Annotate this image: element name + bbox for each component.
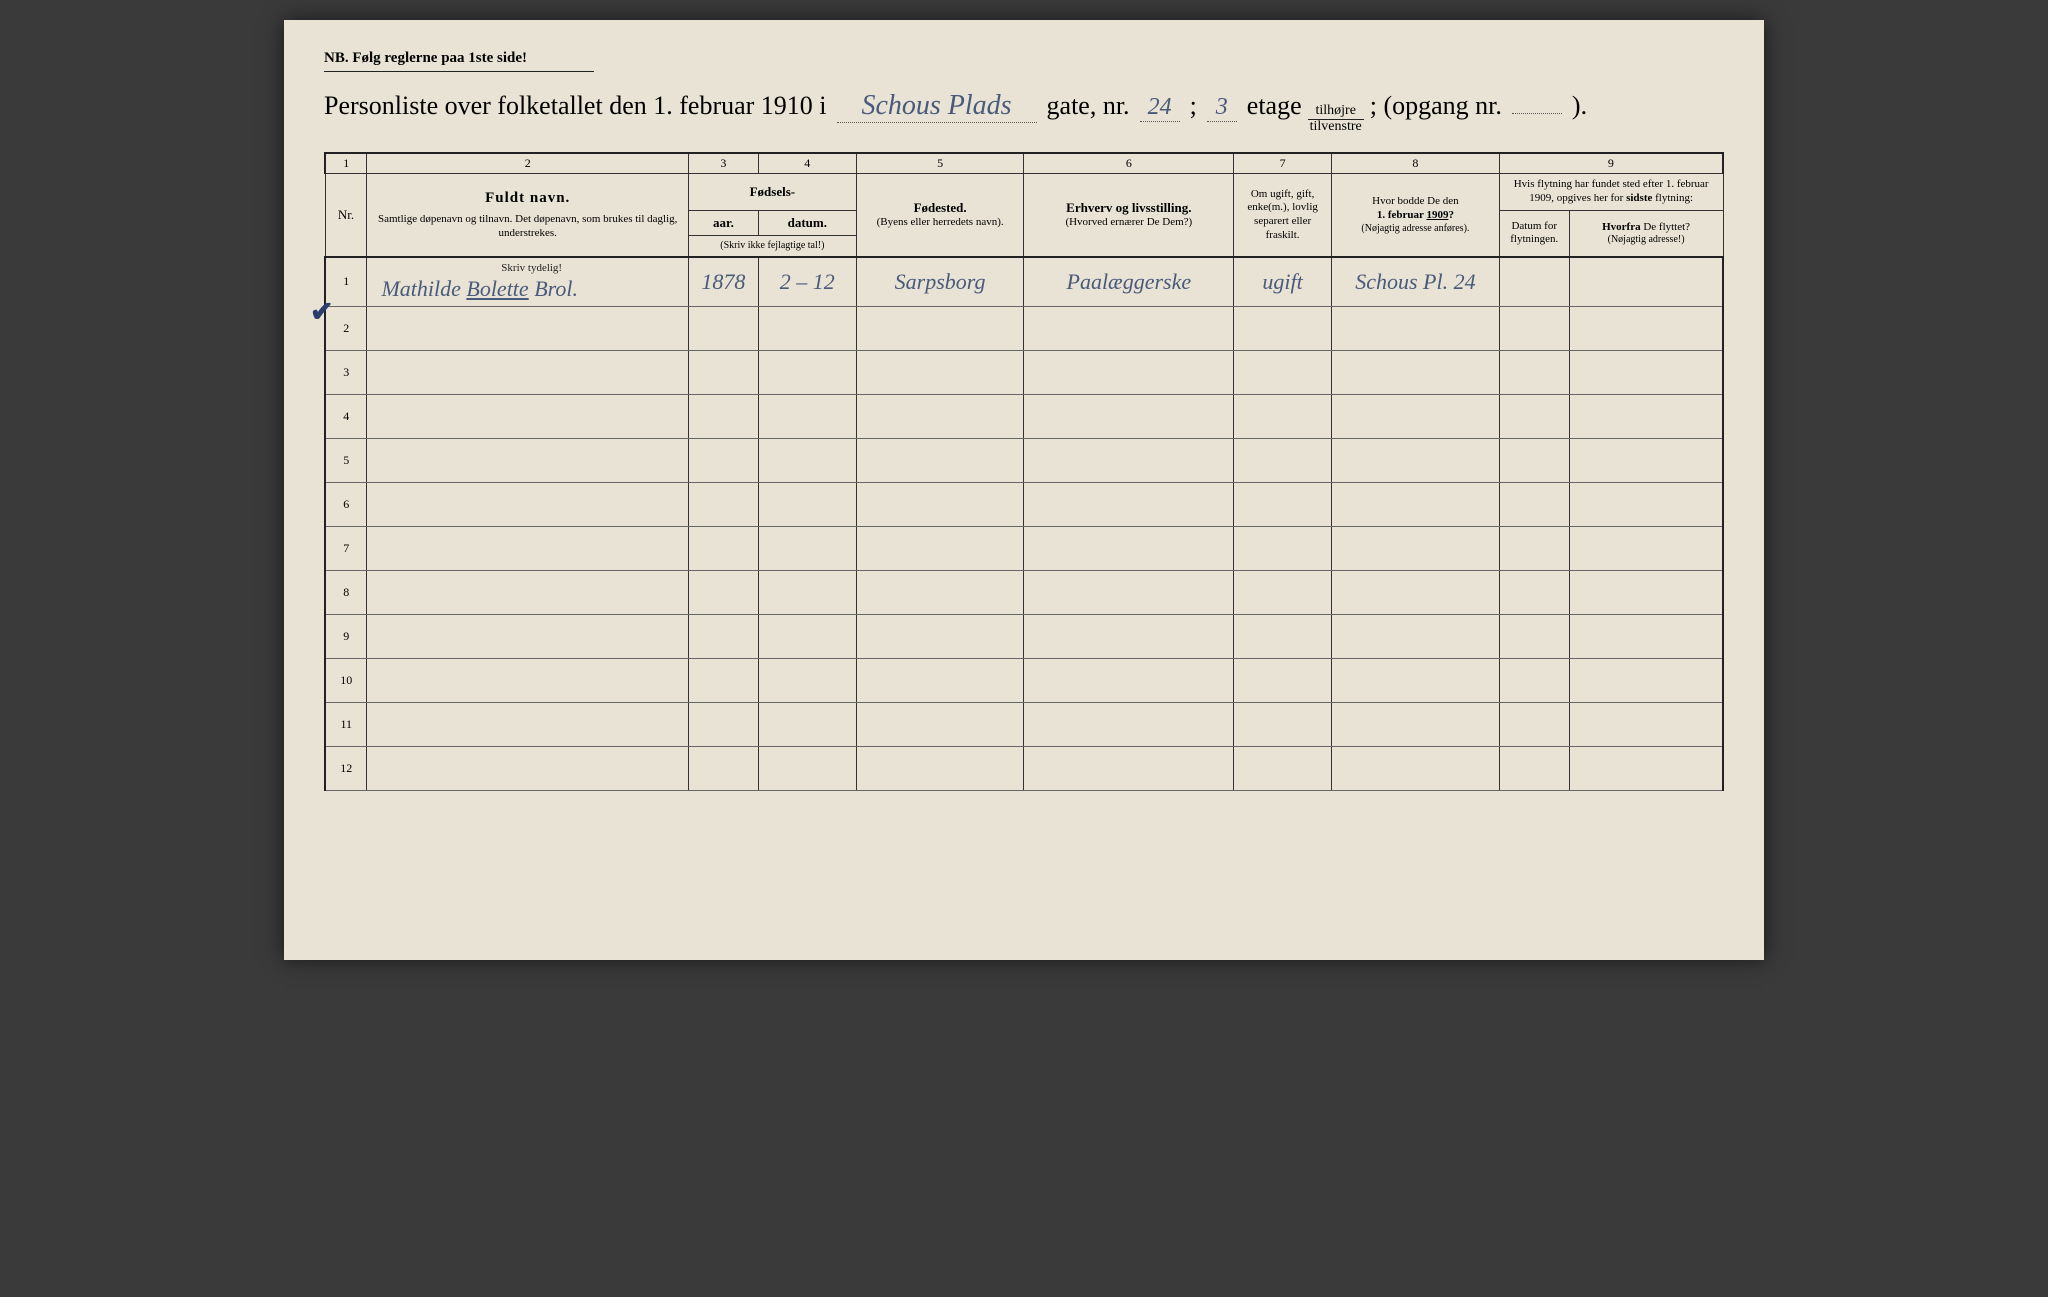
row-name: Mathilde Bolette Brol. [381,276,578,301]
hdr-move-from: Hvorfra De flyttet? (Nøjagtig adresse!) [1569,210,1723,257]
hdr-aar-label: aar. [713,215,734,230]
header-row-1: Nr. Fuldt navn. Samtlige døpenavn og til… [325,174,1723,211]
hdr-erhverv: Erhverv og livsstilling. (Hvorved ernære… [1024,174,1234,257]
coln-4: 4 [758,153,856,174]
table-row: 3 [325,350,1723,394]
row-nr: 11 [325,702,367,746]
table-row: 5 [325,438,1723,482]
row-birthplace: Sarpsborg [856,257,1024,307]
row-nr: 5 [325,438,367,482]
row-date: 2 – 12 [758,257,856,307]
census-page: NB. Følg reglerne paa 1ste side! Personl… [284,20,1764,960]
coln-5: 5 [856,153,1024,174]
row-nr: 4 [325,394,367,438]
close-paren: ). [1572,91,1587,121]
coln-1: 1 [325,153,367,174]
title-prefix: Personliste over folketallet den 1. febr… [324,91,827,121]
table-row: 12 [325,746,1723,790]
row-nr: 12 [325,746,367,790]
hdr-datum-label: datum. [788,215,827,230]
hdr-addr-sub: (Nøjagtig adresse anføres). [1338,223,1493,235]
row-occupation: Paalæggerske [1024,257,1234,307]
table-row: 11 [325,702,1723,746]
street-name: Schous Plads [837,90,1037,123]
row-nr: 8 [325,570,367,614]
row-move-date [1499,257,1569,307]
hdr-fodested: Fødested. (Byens eller herredets navn). [856,174,1024,257]
fraction-bot: tilvenstre [1308,120,1364,135]
sep-1: ; [1190,91,1197,121]
coln-2: 2 [367,153,689,174]
hdr-fodested-title: Fødested. [863,200,1018,216]
column-number-row: 1 2 3 4 5 6 7 8 9 [325,153,1723,174]
hdr-skrivfejl: (Skriv ikke fejlagtige tal!) [688,235,856,257]
coln-7: 7 [1234,153,1332,174]
row-nr: 6 [325,482,367,526]
hdr-addr-title: Hvor bodde De den1. februar 1909? [1338,195,1493,223]
hdr-name-sub: Samtlige døpenavn og tilnavn. Det døpena… [373,213,682,241]
check-mark-icon: ✔ [310,295,333,329]
gate-label: gate, nr. [1047,91,1130,121]
table-row: 7 [325,526,1723,570]
table-row: 1 Skriv tydelig! Mathilde Bolette Brol. … [325,257,1723,307]
table-row: 10 [325,658,1723,702]
hdr-erhverv-sub: (Hvorved ernærer De Dem?) [1030,216,1227,230]
row-move-from [1569,257,1723,307]
row-nr: 7 [325,526,367,570]
opgang-label: ; (opgang nr. [1370,91,1502,121]
skriv-tydelig-label: Skriv tydelig! [381,262,682,274]
hdr-fodsels-label: Fødsels- [750,184,796,199]
hdr-civil: Om ugift, gift, enke(m.), lovlig separer… [1234,174,1332,257]
opgang-blank [1512,113,1562,114]
hdr-name: Fuldt navn. Samtlige døpenavn og tilnavn… [367,174,689,257]
census-table: 1 2 3 4 5 6 7 8 9 Nr. Fuldt navn. Samtli… [324,152,1724,791]
row-nr: 10 [325,658,367,702]
hdr-erhverv-title: Erhverv og livsstilling. [1030,200,1227,216]
table-row: 4 [325,394,1723,438]
coln-9: 9 [1499,153,1723,174]
fraction-top: tilhøjre [1308,104,1364,120]
hdr-move-from-title: Hvorfra De flyttet? [1576,221,1717,235]
coln-6: 6 [1024,153,1234,174]
hdr-addr1909: Hvor bodde De den1. februar 1909? (Nøjag… [1332,174,1500,257]
side-fraction: tilhøjre tilvenstre [1308,104,1364,134]
hdr-name-title: Fuldt navn. [373,190,682,207]
row-addr: Schous Pl. 24 [1332,257,1500,307]
census-tbody: 1 Skriv tydelig! Mathilde Bolette Brol. … [325,257,1723,791]
hdr-flyt-top: Hvis flytning har fundet sted efter 1. f… [1499,174,1723,211]
coln-8: 8 [1332,153,1500,174]
row-year: 1878 [688,257,758,307]
title-line: Personliste over folketallet den 1. febr… [324,90,1724,134]
coln-3: 3 [688,153,758,174]
row-nr: 9 [325,614,367,658]
house-number: 24 [1140,94,1180,122]
hdr-datum: datum. [758,210,856,235]
row-name-cell: Skriv tydelig! Mathilde Bolette Brol. [367,257,689,307]
nb-line: NB. Følg reglerne paa 1ste side! [324,50,1724,67]
hdr-aar: aar. [688,210,758,235]
row-civil: ugift [1234,257,1332,307]
table-row: 9 [325,614,1723,658]
row-nr: 3 [325,350,367,394]
hdr-move-from-sub: (Nøjagtig adresse!) [1576,234,1717,246]
nb-underline [324,71,594,72]
etage-label: etage [1247,91,1302,121]
hdr-move-date: Datum for flytningen. [1499,210,1569,257]
table-row: 6 [325,482,1723,526]
table-row: 8 [325,570,1723,614]
table-row: 2 [325,306,1723,350]
etage-number: 3 [1207,94,1237,122]
hdr-fodsels: Fødsels- [688,174,856,211]
hdr-nr: Nr. [325,174,367,257]
hdr-fodested-sub: (Byens eller herredets navn). [863,216,1018,230]
